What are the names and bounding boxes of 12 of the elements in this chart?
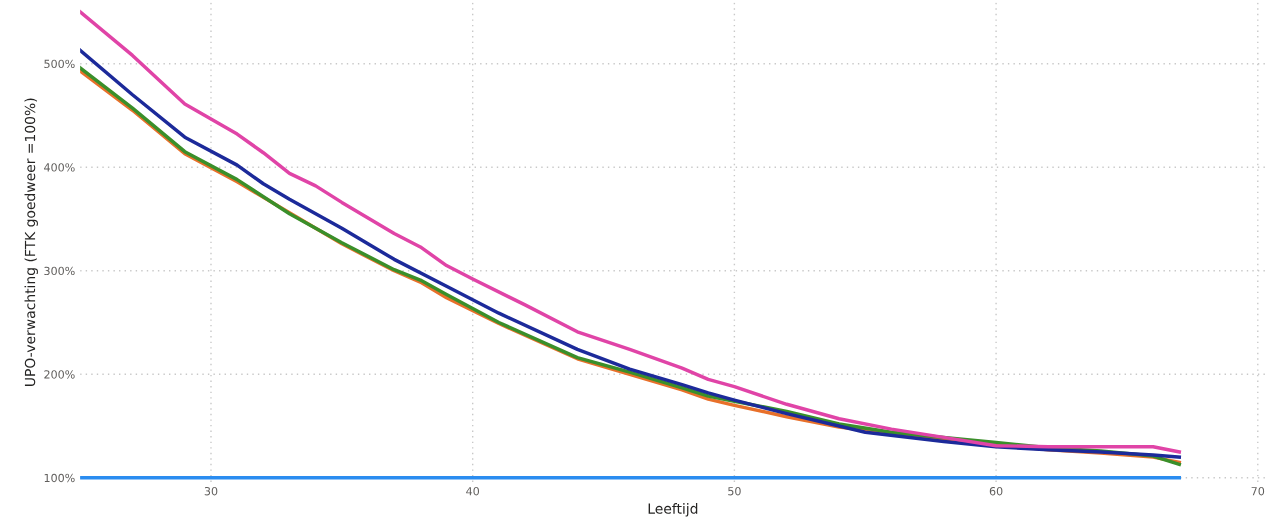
x-axis-title: Leeftijd — [648, 503, 698, 517]
y-tick-label: 500% — [44, 59, 75, 69]
x-tick-label: 30 — [204, 486, 218, 496]
x-tick-label: 70 — [1251, 486, 1265, 496]
x-tick-label: 60 — [989, 486, 1003, 496]
y-tick-label: 300% — [44, 266, 75, 276]
y-tick-label: 200% — [44, 370, 75, 379]
x-tick-label: 50 — [728, 486, 741, 496]
y-axis-title: UPO-verwachting (FTK goedweer =100%) — [24, 98, 38, 386]
x-tick-label: 40 — [466, 486, 480, 496]
y-tick-label: 100% — [44, 473, 75, 483]
y-tick-label: 400% — [44, 163, 75, 172]
